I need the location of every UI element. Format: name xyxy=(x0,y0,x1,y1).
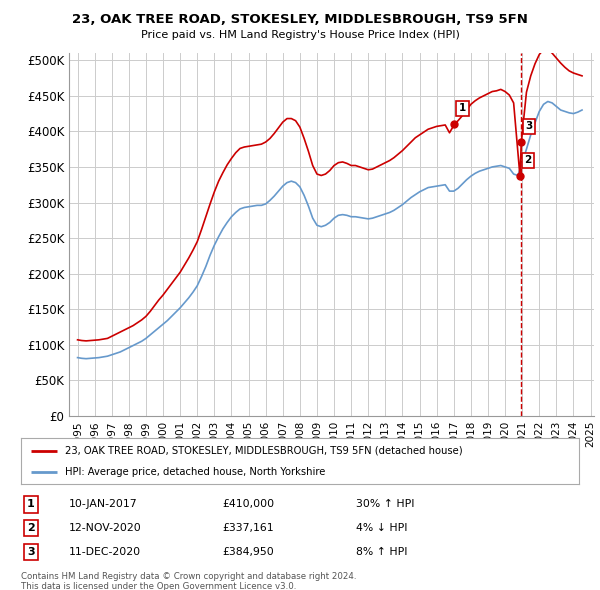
Text: 10-JAN-2017: 10-JAN-2017 xyxy=(68,500,137,509)
Text: 2: 2 xyxy=(27,523,35,533)
Text: This data is licensed under the Open Government Licence v3.0.: This data is licensed under the Open Gov… xyxy=(21,582,296,590)
Text: 23, OAK TREE ROAD, STOKESLEY, MIDDLESBROUGH, TS9 5FN (detached house): 23, OAK TREE ROAD, STOKESLEY, MIDDLESBRO… xyxy=(65,445,462,455)
Text: £337,161: £337,161 xyxy=(222,523,274,533)
Text: £410,000: £410,000 xyxy=(222,500,274,509)
Text: 1: 1 xyxy=(459,103,466,113)
Text: HPI: Average price, detached house, North Yorkshire: HPI: Average price, detached house, Nort… xyxy=(65,467,325,477)
Text: Price paid vs. HM Land Registry's House Price Index (HPI): Price paid vs. HM Land Registry's House … xyxy=(140,30,460,40)
Text: 4% ↓ HPI: 4% ↓ HPI xyxy=(356,523,407,533)
Text: 2: 2 xyxy=(524,155,532,165)
Text: 11-DEC-2020: 11-DEC-2020 xyxy=(68,547,140,556)
Text: 23, OAK TREE ROAD, STOKESLEY, MIDDLESBROUGH, TS9 5FN: 23, OAK TREE ROAD, STOKESLEY, MIDDLESBRO… xyxy=(72,13,528,26)
Text: Contains HM Land Registry data © Crown copyright and database right 2024.: Contains HM Land Registry data © Crown c… xyxy=(21,572,356,581)
Text: 12-NOV-2020: 12-NOV-2020 xyxy=(68,523,141,533)
Text: 1: 1 xyxy=(27,500,35,509)
Text: £384,950: £384,950 xyxy=(222,547,274,556)
Text: 3: 3 xyxy=(526,122,533,131)
Text: 8% ↑ HPI: 8% ↑ HPI xyxy=(356,547,407,556)
Text: 30% ↑ HPI: 30% ↑ HPI xyxy=(356,500,415,509)
Text: 3: 3 xyxy=(27,547,35,556)
